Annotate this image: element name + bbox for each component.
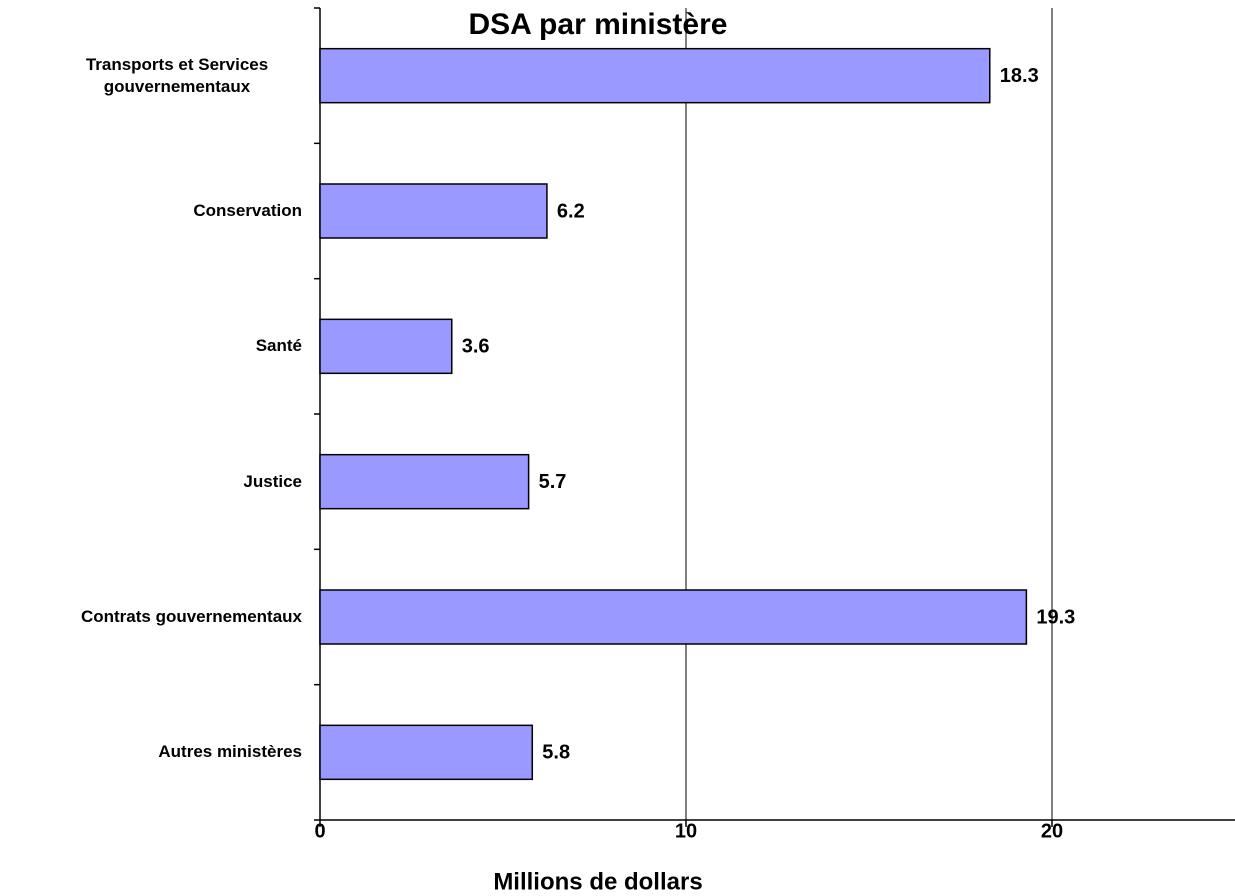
bar [319,589,1028,645]
y-tick-label: Transports et Services gouvernementaux [85,54,269,96]
chart-title: DSA par ministère [469,8,728,41]
data-label: 5.7 [539,471,567,493]
y-tick-label-box: Conservation [0,181,302,241]
bar [319,453,530,510]
y-tick-label-box: Contrats gouvernementaux [0,587,302,647]
y-tick-label: Autres ministères [158,742,302,762]
bar [319,724,534,781]
x-tick-label: 0 [314,820,325,842]
x-tick-label: 20 [1041,820,1063,842]
y-tick-label-box: Justice [0,452,302,512]
data-label: 19.3 [1036,606,1075,628]
y-tick-label-box: Santé [0,316,302,376]
data-label: 6.2 [557,200,585,222]
bar [319,183,548,239]
x-tick-label: 10 [675,820,697,842]
bar [319,47,991,104]
x-axis-label: Millions de dollars [493,868,702,895]
y-tick-label: Justice [243,471,302,491]
y-tick-label: Contrats gouvernementaux [80,607,302,626]
y-tick-label: Conservation [193,201,302,220]
y-tick-label-box: Transports et Services gouvernementaux [0,46,302,106]
bar [319,318,453,375]
y-tick-label: Santé [255,336,302,356]
data-label: 3.6 [462,336,490,358]
data-label: 5.8 [542,742,570,764]
data-label: 18.3 [1000,65,1039,87]
y-tick-label-box: Autres ministères [0,722,302,782]
